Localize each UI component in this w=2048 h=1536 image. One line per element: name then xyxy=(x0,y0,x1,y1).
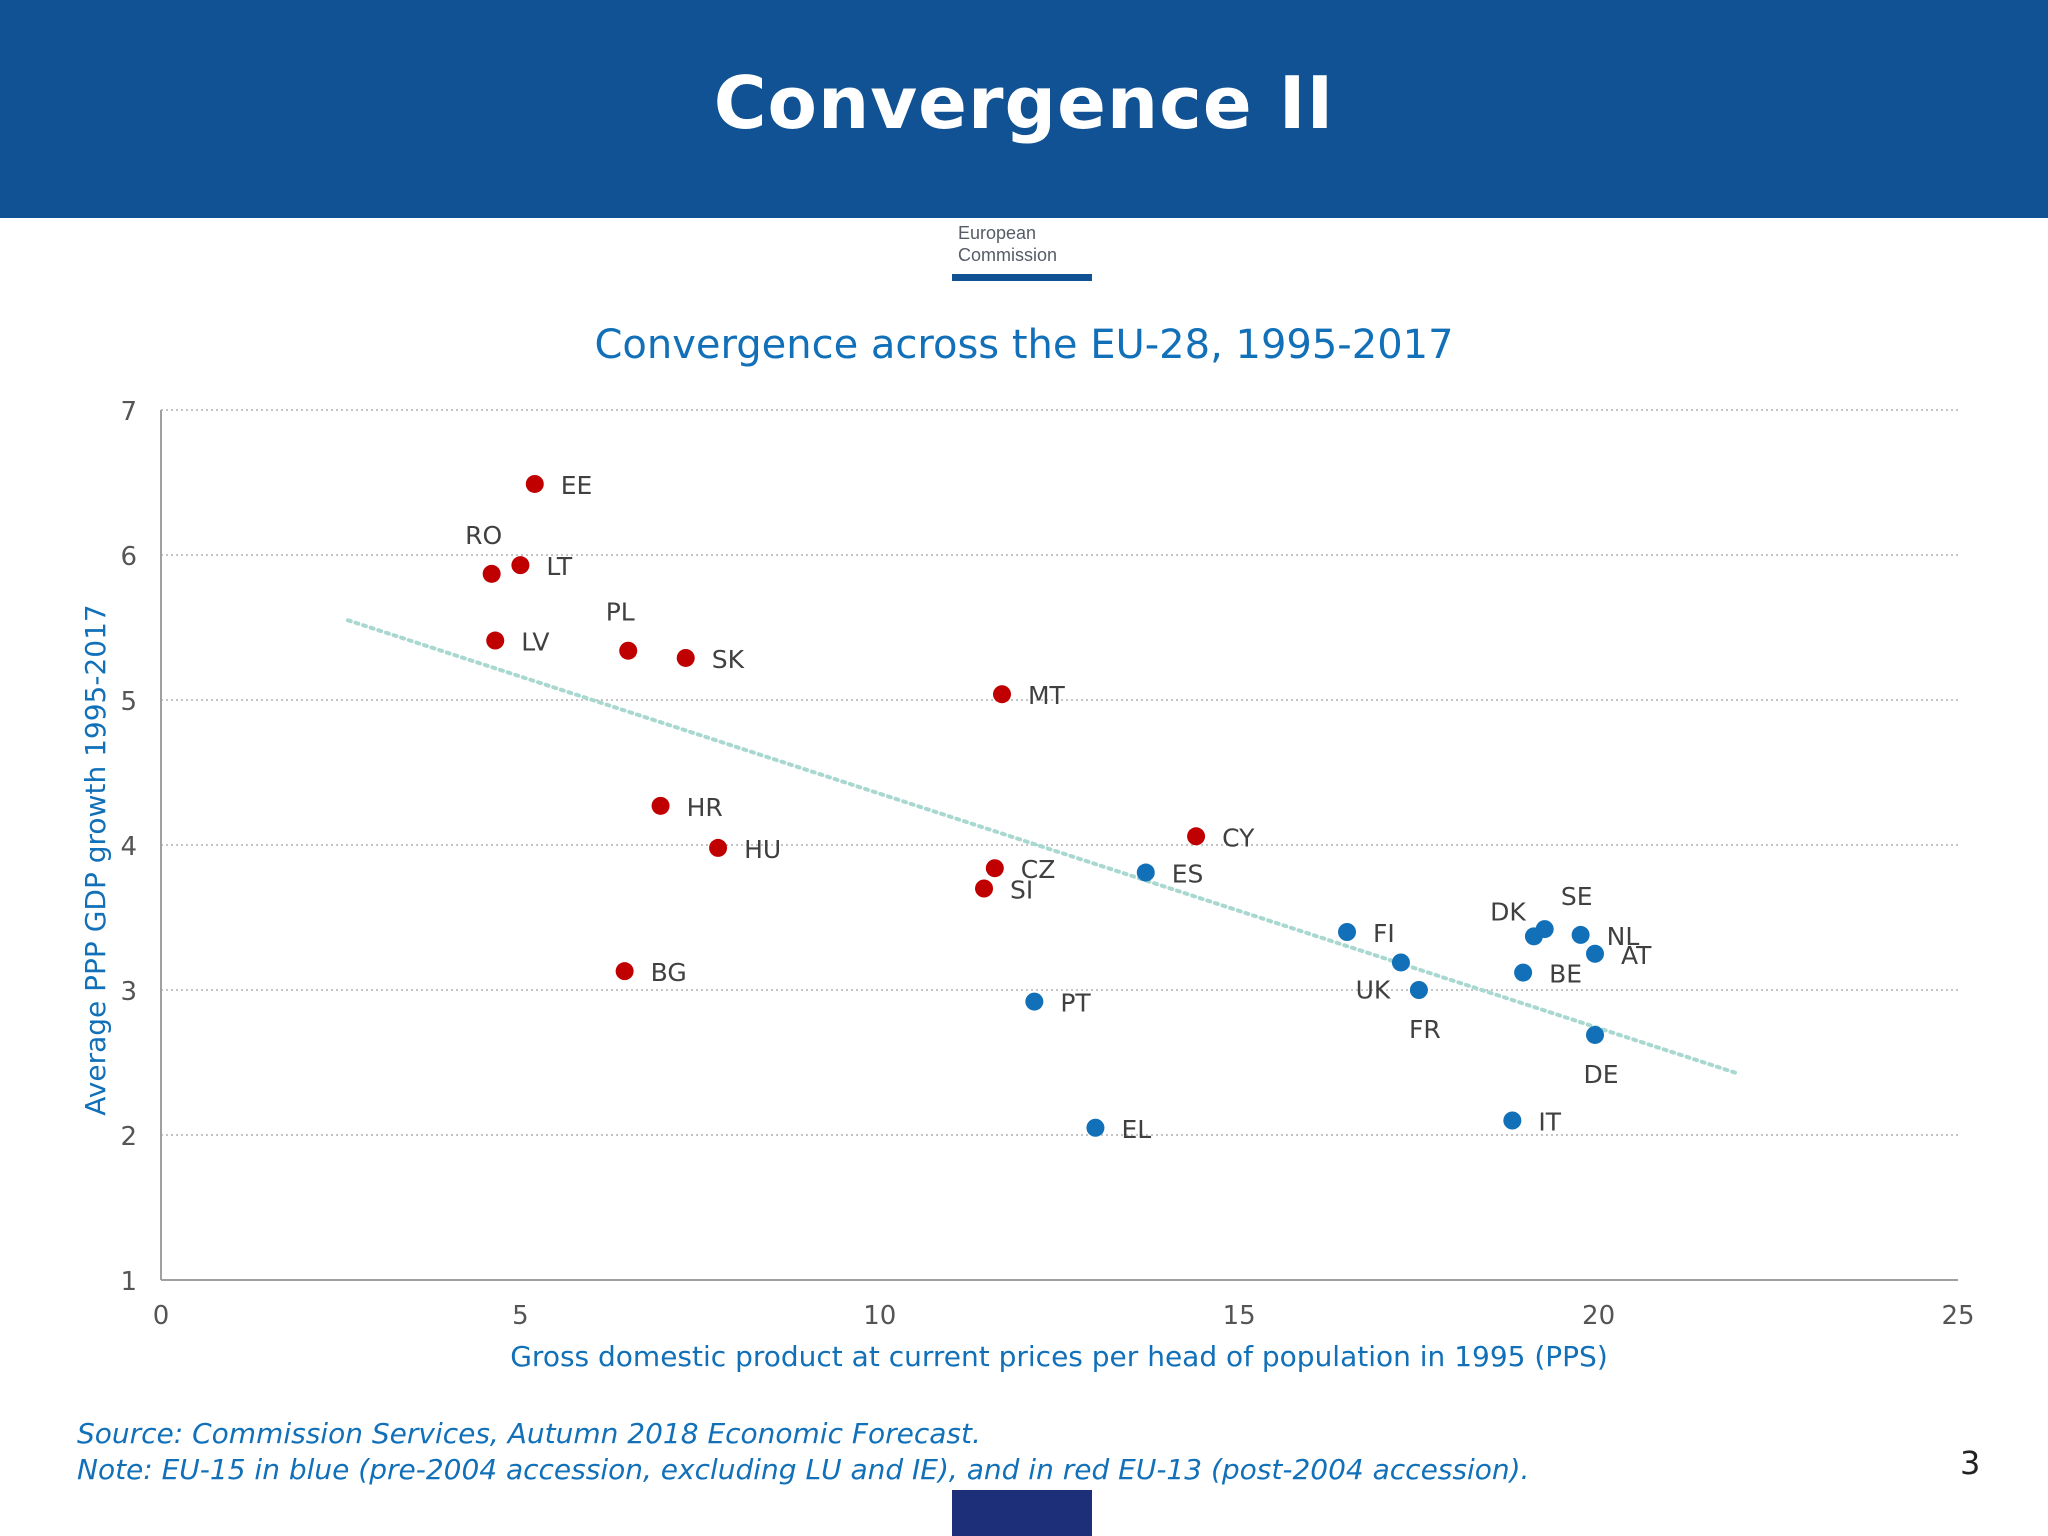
point-label-at: AT xyxy=(1621,941,1652,970)
point-label-sk: SK xyxy=(712,645,745,674)
data-point-hu xyxy=(709,838,728,857)
data-point-it xyxy=(1503,1111,1522,1130)
point-label-ro: RO xyxy=(465,521,502,550)
data-point-pt xyxy=(1025,992,1044,1011)
point-label-de: DE xyxy=(1583,1060,1618,1089)
point-label-si: SI xyxy=(1010,876,1033,905)
point-label-lv: LV xyxy=(521,628,549,657)
point-label-hu: HU xyxy=(744,835,781,864)
data-point-fi xyxy=(1338,923,1357,941)
y-axis-label: Average PPP GDP growth 1995-2017 xyxy=(79,604,112,1115)
data-point-el xyxy=(1086,1118,1105,1137)
point-label-cz: CZ xyxy=(1021,855,1056,884)
logo-line-2: Commission xyxy=(958,245,1058,265)
data-point-cz xyxy=(985,859,1004,878)
header-banner: Convergence II xyxy=(0,0,2048,218)
point-label-fi: FI xyxy=(1373,919,1395,948)
point-label-bg: BG xyxy=(651,958,687,987)
source-line: Source: Commission Services, Autumn 2018… xyxy=(77,1417,981,1450)
x-tick-label: 5 xyxy=(512,1301,529,1331)
point-label-it: IT xyxy=(1538,1108,1561,1137)
point-label-ee: EE xyxy=(561,471,593,500)
y-tick-label: 7 xyxy=(120,397,137,427)
point-label-uk: UK xyxy=(1356,975,1391,1004)
page-number: 3 xyxy=(1960,1444,1981,1482)
data-point-at xyxy=(1586,944,1605,963)
data-point-si xyxy=(975,879,994,898)
footer-block xyxy=(952,1490,1092,1536)
data-points xyxy=(482,474,1605,1137)
data-point-sk xyxy=(676,648,695,667)
trendline xyxy=(345,618,1738,1075)
data-point-es xyxy=(1136,863,1155,882)
data-point-mt xyxy=(992,685,1011,704)
axes: 1 2 3 4 5 6 7 0 5 10 15 20 25 xyxy=(120,397,1974,1331)
y-tick-label: 3 xyxy=(120,977,137,1007)
point-label-cy: CY xyxy=(1222,823,1255,852)
data-point-nl xyxy=(1571,925,1590,944)
point-label-es: ES xyxy=(1172,860,1204,889)
data-point-bg xyxy=(615,962,634,981)
y-tick-label: 6 xyxy=(120,542,137,572)
x-tick-label: 15 xyxy=(1223,1301,1256,1331)
point-label-dk: DK xyxy=(1490,897,1526,926)
point-label-nl: NL xyxy=(1607,922,1640,951)
data-point-fr xyxy=(1409,981,1428,999)
data-point-lt xyxy=(511,556,530,575)
y-tick-label: 2 xyxy=(120,1122,137,1152)
data-point-ro xyxy=(482,564,501,583)
data-point-uk xyxy=(1391,953,1410,972)
x-axis-label: Gross domestic product at current prices… xyxy=(510,1340,1608,1373)
point-label-pt: PT xyxy=(1060,989,1091,1018)
y-tick-label: 1 xyxy=(120,1267,137,1297)
x-tick-label: 20 xyxy=(1582,1301,1615,1331)
x-tick-label: 0 xyxy=(153,1301,170,1331)
data-point-lv xyxy=(486,631,505,650)
point-label-lt: LT xyxy=(546,552,572,581)
data-point-be xyxy=(1514,963,1533,982)
point-label-hr: HR xyxy=(687,793,723,822)
point-label-fr: FR xyxy=(1409,1015,1441,1044)
data-point-ee xyxy=(525,474,544,493)
y-tick-label: 5 xyxy=(120,687,137,717)
x-tick-label: 10 xyxy=(863,1301,896,1331)
data-point-de xyxy=(1586,1025,1605,1044)
trendline-group xyxy=(345,618,1738,1075)
data-point-hr xyxy=(651,796,670,815)
grid-lines xyxy=(161,409,1958,1136)
x-tick-label: 25 xyxy=(1941,1301,1974,1331)
point-label-be: BE xyxy=(1549,960,1582,989)
y-tick-label: 4 xyxy=(120,832,137,862)
point-label-mt: MT xyxy=(1028,681,1066,710)
point-label-se: SE xyxy=(1561,882,1593,911)
european-commission-logo: European Commission xyxy=(952,222,1092,282)
logo-underline xyxy=(952,274,1092,281)
point-label-el: EL xyxy=(1121,1115,1151,1144)
point-label-pl: PL xyxy=(606,598,635,627)
source-note: Source: Commission Services, Autumn 2018… xyxy=(77,1416,1529,1488)
data-point-pl xyxy=(619,641,638,660)
slide-title: Convergence II xyxy=(713,61,1335,145)
note-line: Note: EU-15 in blue (pre-2004 accession,… xyxy=(77,1453,1530,1486)
chart-title: Convergence across the EU-28, 1995-2017 xyxy=(594,322,1454,368)
logo-line-1: European xyxy=(958,223,1037,243)
data-point-cy xyxy=(1187,827,1206,846)
data-point-se xyxy=(1535,920,1554,939)
